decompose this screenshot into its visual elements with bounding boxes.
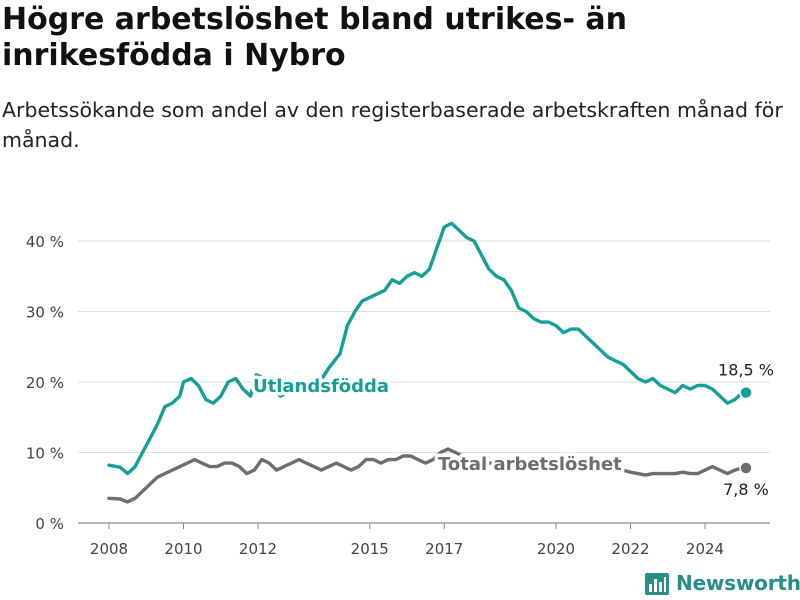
y-tick-label: 10 %	[26, 445, 64, 463]
logo-text: Newsworthy	[676, 571, 800, 595]
end-dot-total	[739, 461, 753, 475]
end-dot-utlandsfodda	[739, 385, 753, 400]
x-tick-label: 2008	[90, 540, 128, 558]
x-tick-label: 2022	[611, 540, 649, 558]
x-tick-label: 2017	[425, 540, 463, 558]
y-tick-label: 0 %	[35, 515, 64, 533]
x-tick-label: 2012	[239, 540, 277, 558]
end-value-total: 7,8 %	[723, 480, 769, 499]
x-tick-label: 2015	[351, 540, 389, 558]
series-label-utlandsfodda-halo: Utlandsfödda	[253, 376, 389, 397]
chart-subtitle: Arbetssökande som andel av den registerb…	[2, 98, 783, 152]
y-tick-label: 40 %	[26, 233, 64, 251]
x-tick-label: 2010	[164, 540, 202, 558]
x-tick-label: 2024	[686, 540, 724, 558]
end-value-utlandsfodda: 18,5 %	[718, 361, 774, 380]
chart-title: Högre arbetslöshet bland utrikes- än inr…	[2, 2, 627, 73]
series-label-total: Total arbetslöshet	[438, 454, 622, 475]
series-line-utlandsfodda	[107, 221, 748, 476]
series-label-total-halo: Total arbetslöshet	[438, 454, 622, 475]
y-tick-label: 20 %	[26, 374, 64, 392]
series-line-total	[107, 447, 748, 504]
x-tick-label: 2020	[537, 540, 575, 558]
series-label-utlandsfodda: Utlandsfödda	[253, 376, 389, 397]
y-tick-label: 30 %	[26, 304, 64, 322]
logo-chart-icon	[645, 573, 669, 595]
newsworthy-logo: Newsworthy	[644, 568, 800, 598]
